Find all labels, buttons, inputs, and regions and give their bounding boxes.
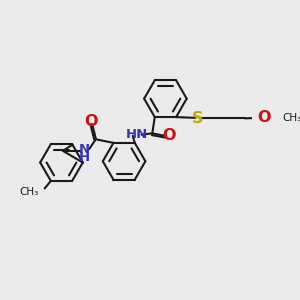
Text: O: O: [257, 110, 271, 125]
Text: N: N: [79, 143, 90, 156]
Text: H: H: [79, 151, 90, 164]
Text: S: S: [192, 111, 203, 126]
Text: O: O: [84, 113, 98, 128]
Text: HN: HN: [126, 128, 148, 141]
Text: CH₃: CH₃: [19, 187, 38, 197]
Text: O: O: [162, 128, 175, 143]
Text: CH₃: CH₃: [283, 113, 300, 123]
